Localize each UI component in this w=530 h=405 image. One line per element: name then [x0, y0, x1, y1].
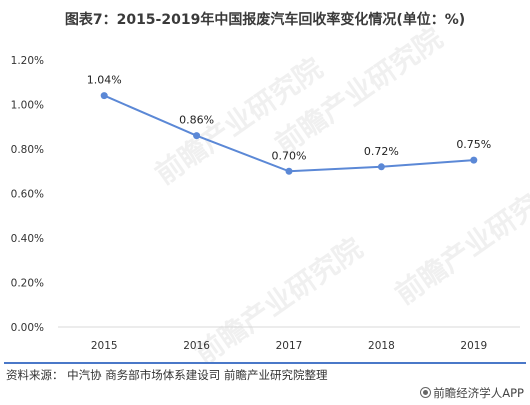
x-tick-label: 2015	[91, 340, 118, 352]
data-label: 0.86%	[179, 114, 214, 127]
source-text: 资料来源： 中汽协 商务部市场体系建设司 前瞻产业研究院整理	[6, 368, 328, 382]
brand-line: 前瞻经济学人APP	[420, 385, 524, 401]
y-tick-label: 1.20%	[11, 55, 44, 67]
y-tick-label: 0.20%	[11, 278, 44, 290]
y-tick-label: 1.00%	[11, 100, 44, 112]
data-point	[470, 156, 478, 164]
y-tick-label: 0.00%	[11, 322, 44, 334]
y-tick-label: 0.40%	[11, 233, 44, 245]
data-label: 0.75%	[456, 138, 491, 151]
x-tick-label: 2019	[460, 340, 487, 352]
line-chart: 0.00% 0.20% 0.40% 0.60% 0.80% 1.00% 1.20% 2015 2…	[11, 55, 520, 352]
brand-name: 前瞻经济学人APP	[433, 386, 524, 400]
y-tick-label: 0.80%	[11, 144, 44, 156]
x-tick-label: 2018	[368, 340, 395, 352]
data-point	[285, 167, 293, 175]
x-tick-label: 2017	[276, 340, 303, 352]
y-tick-label: 0.60%	[11, 189, 44, 201]
data-label: 0.72%	[364, 145, 399, 158]
data-point	[100, 92, 108, 100]
data-point	[193, 132, 201, 140]
source-bar: 资料来源： 中汽协 商务部市场体系建设司 前瞻产业研究院整理	[4, 362, 526, 384]
data-label: 1.04%	[87, 74, 122, 87]
data-point	[377, 163, 385, 171]
data-label: 0.70%	[272, 149, 307, 162]
x-tick-label: 2016	[183, 340, 210, 352]
brand-logo-icon	[420, 387, 432, 398]
chart-title: 图表7：2015-2019年中国报废汽车回收率变化情况(单位：%)	[64, 12, 466, 28]
